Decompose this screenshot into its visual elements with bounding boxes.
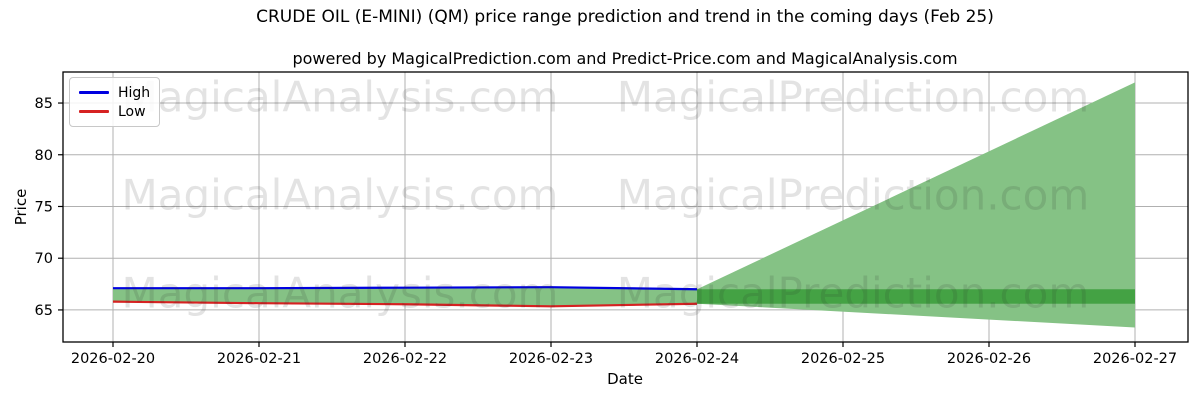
x-tick-label: 2026-02-24 [655, 351, 739, 367]
x-tick-label: 2026-02-22 [363, 351, 447, 367]
x-tick-label: 2026-02-27 [1093, 351, 1177, 367]
low-line-swatch [79, 110, 109, 113]
y-tick-label: 65 [35, 303, 53, 319]
y-axis-label: Price [12, 188, 30, 226]
x-tick-label: 2026-02-23 [509, 351, 593, 367]
chart-subtitle: powered by MagicalPrediction.com and Pre… [292, 49, 958, 68]
legend-label-low: Low [118, 103, 146, 120]
y-tick-label: 70 [35, 251, 53, 267]
x-tick-label: 2026-02-25 [801, 351, 885, 367]
x-tick-label: 2026-02-20 [71, 351, 155, 367]
legend-item-high: High [79, 83, 150, 102]
y-tick-label: 85 [35, 96, 53, 112]
x-axis-label: Date [607, 370, 643, 388]
prediction-fan [697, 82, 1135, 328]
chart-title: CRUDE OIL (E-MINI) (QM) price range pred… [256, 7, 994, 27]
x-tick-label: 2026-02-21 [217, 351, 301, 367]
y-tick-label: 75 [35, 199, 53, 215]
legend: High Low [69, 77, 161, 127]
legend-label-high: High [118, 84, 151, 101]
legend-item-low: Low [79, 102, 150, 121]
y-tick-label: 80 [35, 148, 53, 164]
high-line [113, 286, 698, 291]
x-tick-label: 2026-02-26 [947, 351, 1031, 367]
high-line-swatch [79, 91, 109, 94]
low-line [112, 300, 698, 308]
prediction-band [697, 289, 1135, 304]
high-low-fill [113, 287, 697, 307]
